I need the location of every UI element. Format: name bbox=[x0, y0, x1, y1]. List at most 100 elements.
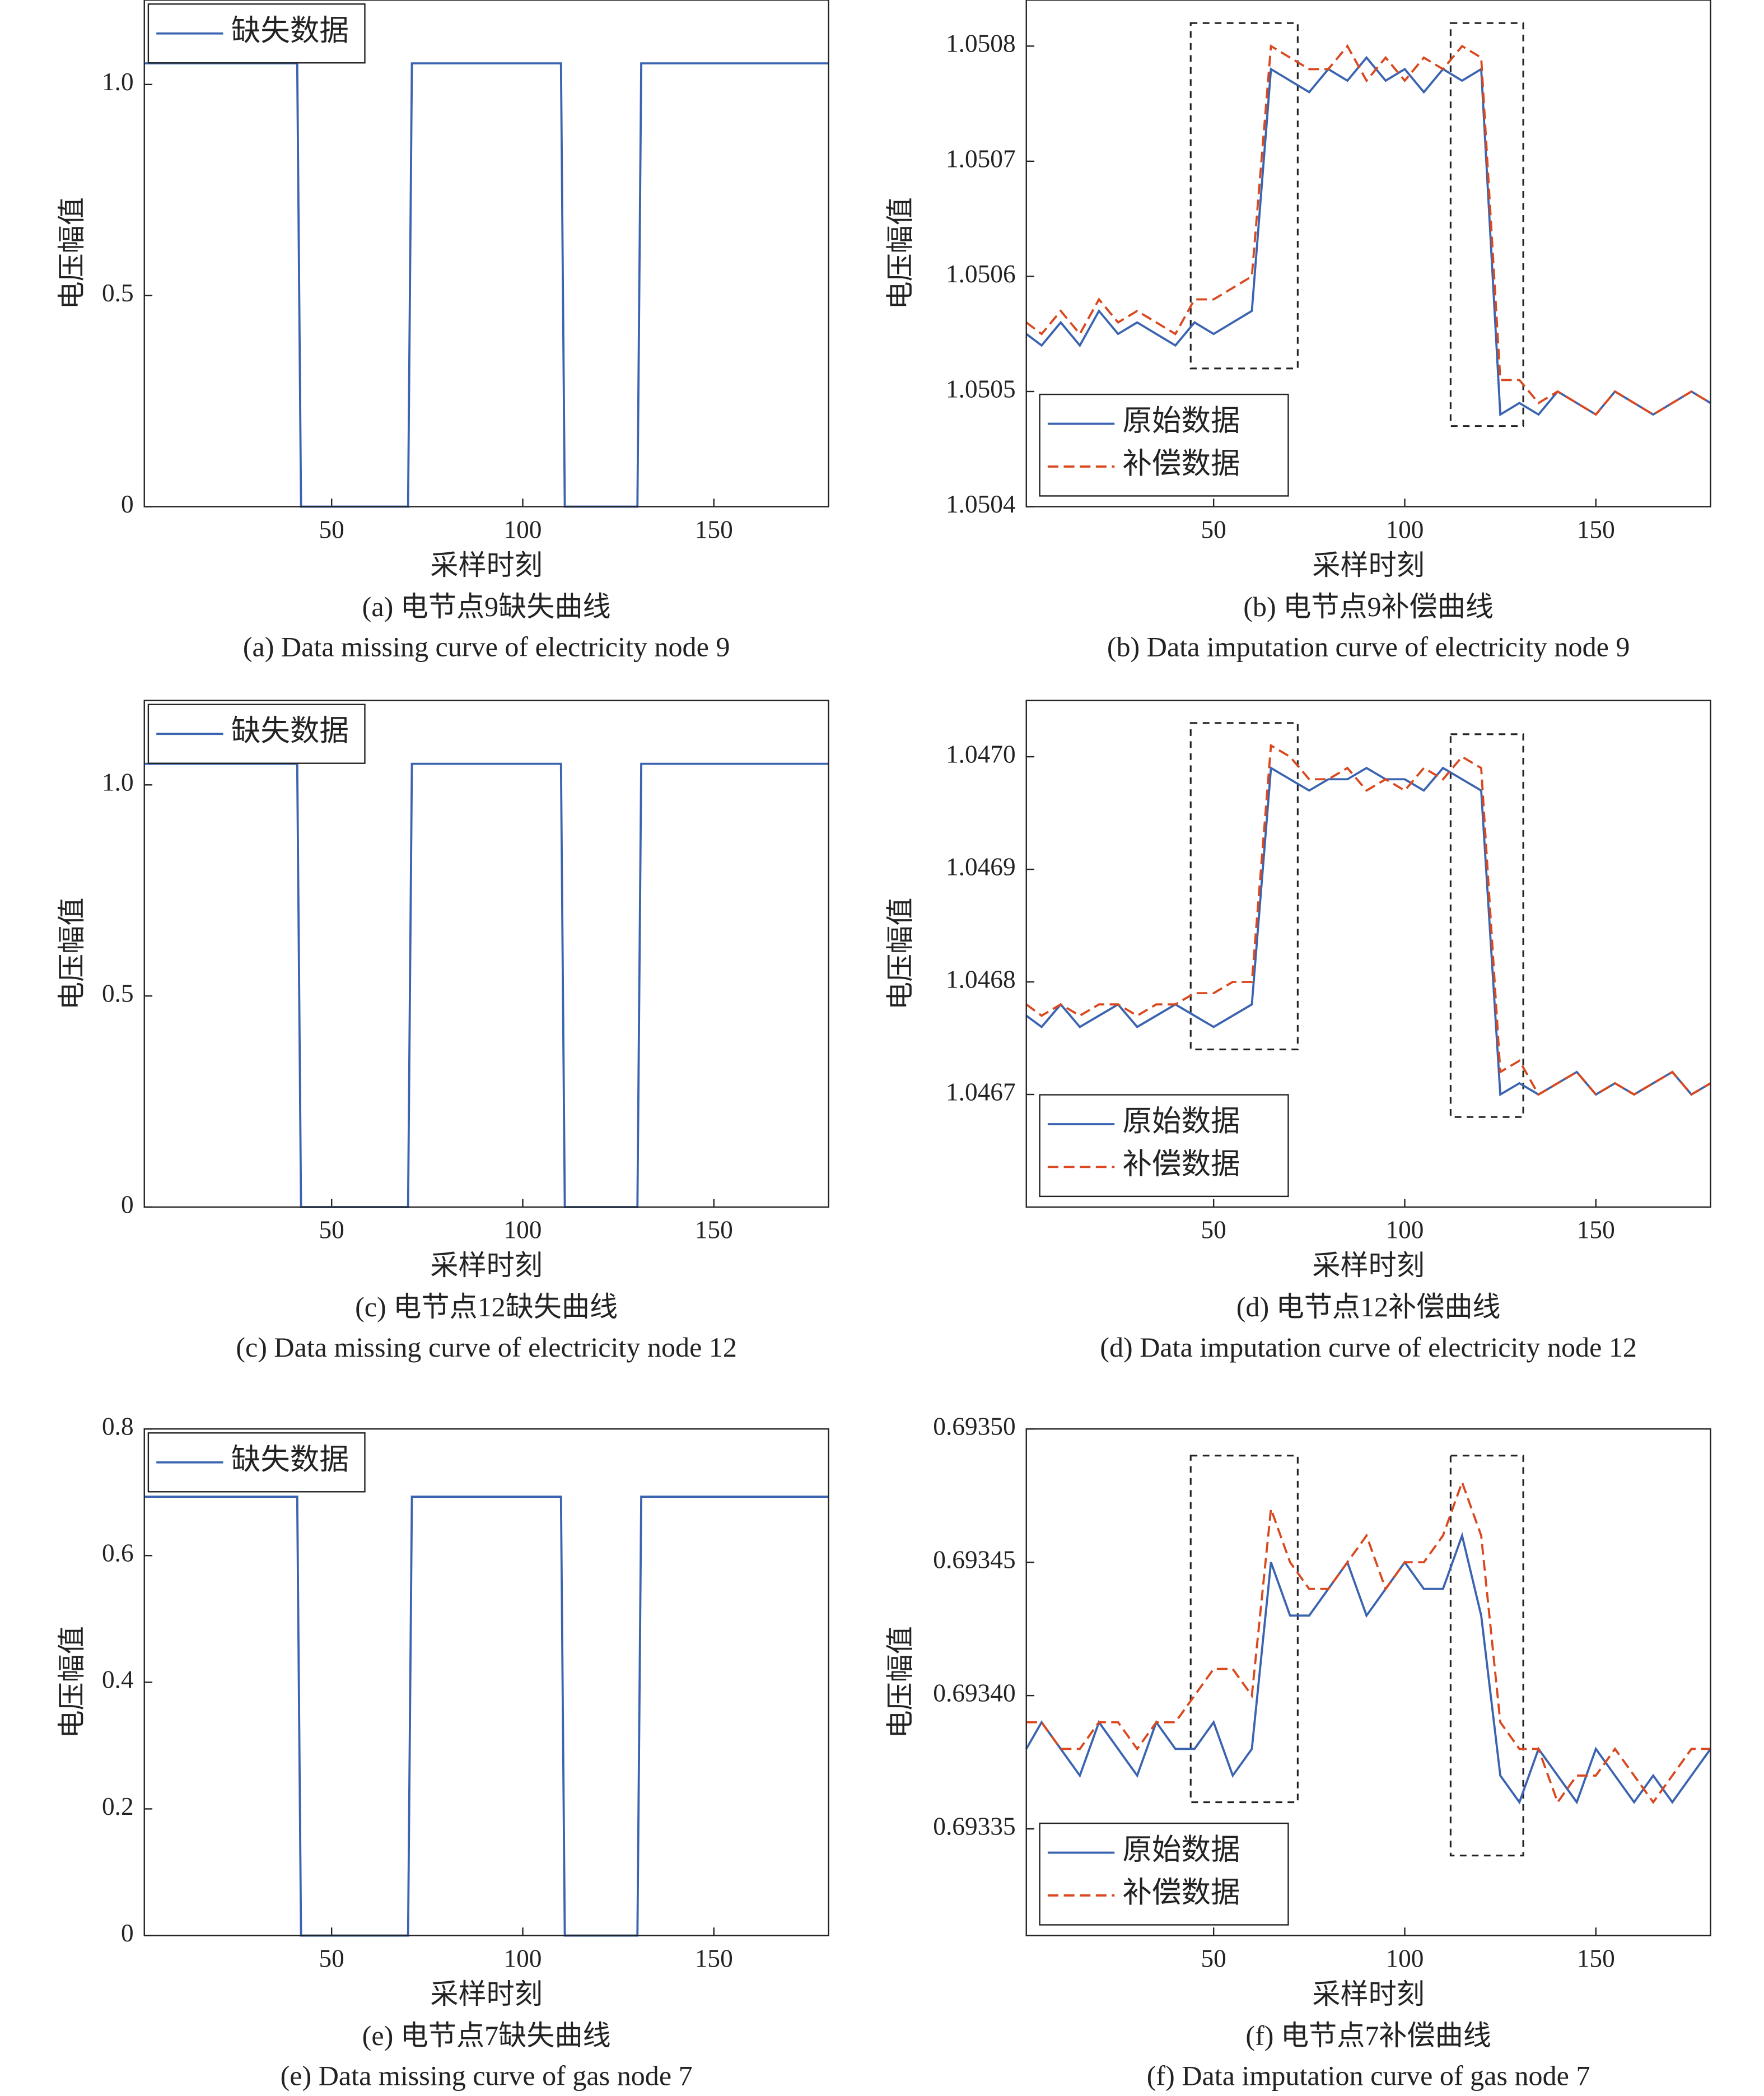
x-tick-label: 150 bbox=[695, 1944, 733, 1972]
x-tick-label: 50 bbox=[319, 1944, 344, 1972]
y-tick-label: 0.5 bbox=[102, 279, 134, 307]
y-tick-label: 1.0 bbox=[102, 68, 134, 96]
y-axis-label: 电压幅值 bbox=[56, 1626, 87, 1738]
y-tick-label: 0.2 bbox=[102, 1792, 134, 1820]
x-tick-label: 100 bbox=[503, 1216, 542, 1244]
legend-label: 缺失数据 bbox=[231, 715, 349, 747]
y-tick-label: 0.4 bbox=[102, 1666, 134, 1694]
x-tick-label: 150 bbox=[695, 515, 733, 543]
y-tick-label: 0.69350 bbox=[933, 1413, 1015, 1441]
legend-label: 原始数据 bbox=[1123, 1105, 1240, 1138]
y-tick-label: 0.6 bbox=[102, 1539, 134, 1567]
series-line bbox=[144, 62, 829, 508]
legend-box bbox=[1039, 1094, 1289, 1198]
x-tick-label: 50 bbox=[319, 1216, 344, 1244]
plot-area bbox=[144, 1429, 829, 1936]
y-axis-label: 电压幅值 bbox=[56, 898, 87, 1010]
series-line bbox=[144, 762, 829, 1208]
legend-label: 缺失数据 bbox=[231, 15, 349, 47]
x-tick-label: 100 bbox=[503, 1944, 542, 1972]
x-tick-label: 150 bbox=[1577, 515, 1615, 543]
x-tick-label: 50 bbox=[319, 515, 344, 543]
highlight-region bbox=[1449, 733, 1524, 1118]
caption: (a) 电节点9缺失曲线 bbox=[362, 591, 611, 622]
plot-frame bbox=[1025, 700, 1711, 1208]
caption-en: (a) Data missing curve of electricity no… bbox=[243, 631, 730, 662]
series-line bbox=[1026, 1479, 1711, 1805]
highlight-region bbox=[1189, 722, 1299, 1051]
x-tick-label: 50 bbox=[1201, 515, 1226, 543]
x-tick-label: 100 bbox=[1385, 1944, 1424, 1972]
y-tick-label: 1.0504 bbox=[946, 490, 1016, 518]
y-tick-label: 0.69335 bbox=[933, 1813, 1015, 1841]
legend-label: 缺失数据 bbox=[231, 1443, 349, 1476]
y-axis-label: 电压幅值 bbox=[885, 898, 916, 1010]
x-tick-label: 150 bbox=[1577, 1944, 1615, 1972]
x-axis-label: 采样时刻 bbox=[430, 1250, 542, 1281]
y-axis-label: 电压幅值 bbox=[56, 197, 87, 309]
x-tick-label: 100 bbox=[503, 515, 542, 543]
y-tick-label: 1.0505 bbox=[946, 375, 1016, 403]
caption-en: (d) Data imputation curve of electricity… bbox=[1100, 1331, 1637, 1363]
caption: (e) 电节点7缺失曲线 bbox=[362, 2020, 611, 2051]
y-tick-label: 0.69345 bbox=[933, 1546, 1015, 1574]
y-tick-label: 1.0506 bbox=[946, 260, 1016, 288]
legend-label: 补偿数据 bbox=[1123, 1876, 1240, 1909]
caption: (d) 电节点12补偿曲线 bbox=[1236, 1291, 1501, 1322]
caption-en: (b) Data imputation curve of electricity… bbox=[1107, 631, 1630, 662]
x-axis-label: 采样时刻 bbox=[1312, 549, 1424, 581]
plot-frame bbox=[1025, 1428, 1711, 1936]
x-tick-label: 50 bbox=[1201, 1216, 1226, 1244]
caption-en: (e) Data missing curve of gas node 7 bbox=[281, 2060, 693, 2091]
x-tick-label: 150 bbox=[695, 1216, 733, 1244]
y-tick-label: 0.69340 bbox=[933, 1679, 1015, 1707]
legend-label: 原始数据 bbox=[1123, 405, 1240, 437]
y-tick-label: 1.0507 bbox=[946, 145, 1016, 173]
legend-label: 补偿数据 bbox=[1123, 448, 1240, 480]
caption: (c) 电节点12缺失曲线 bbox=[355, 1291, 618, 1322]
caption: (f) 电节点7补偿曲线 bbox=[1245, 2020, 1491, 2051]
series-line bbox=[1025, 1531, 1712, 1805]
series-line bbox=[144, 1496, 829, 1937]
y-tick-label: 1.0468 bbox=[946, 965, 1016, 993]
y-tick-label: 0.8 bbox=[102, 1413, 134, 1441]
y-tick-label: 1.0469 bbox=[946, 853, 1016, 881]
y-tick-label: 0 bbox=[121, 1919, 134, 1947]
series-line bbox=[1025, 766, 1711, 1097]
legend-label: 原始数据 bbox=[1123, 1834, 1240, 1866]
highlight-region bbox=[1449, 1455, 1524, 1857]
plot-frame bbox=[143, 700, 829, 1208]
y-tick-label: 0 bbox=[121, 1190, 134, 1218]
y-tick-label: 0.5 bbox=[102, 980, 134, 1008]
x-axis-label: 采样时刻 bbox=[1312, 1250, 1424, 1281]
highlight-region bbox=[1449, 22, 1524, 427]
highlight-region bbox=[1189, 22, 1299, 370]
y-axis-label: 电压幅值 bbox=[885, 197, 916, 309]
series-line bbox=[1025, 743, 1711, 1096]
y-tick-label: 0 bbox=[121, 490, 134, 518]
legend-box bbox=[1039, 393, 1289, 497]
y-tick-label: 1.0467 bbox=[946, 1078, 1016, 1106]
x-tick-label: 50 bbox=[1201, 1944, 1226, 1972]
series-line bbox=[1025, 44, 1711, 416]
y-tick-label: 1.0470 bbox=[946, 740, 1016, 768]
x-tick-label: 100 bbox=[1385, 515, 1424, 543]
caption-en: (f) Data imputation curve of gas node 7 bbox=[1147, 2060, 1590, 2091]
legend-label: 补偿数据 bbox=[1123, 1148, 1240, 1180]
y-axis-label: 电压幅值 bbox=[885, 1626, 916, 1738]
caption: (b) 电节点9补偿曲线 bbox=[1243, 591, 1494, 622]
y-tick-label: 1.0 bbox=[102, 768, 134, 797]
x-tick-label: 100 bbox=[1385, 1216, 1424, 1244]
y-tick-label: 1.0508 bbox=[946, 30, 1016, 58]
legend-box bbox=[1039, 1822, 1289, 1926]
plot-frame bbox=[143, 1428, 829, 1936]
x-axis-label: 采样时刻 bbox=[430, 549, 542, 581]
x-axis-label: 采样时刻 bbox=[1312, 1978, 1424, 2010]
plot-frame bbox=[1025, 0, 1711, 507]
highlight-region bbox=[1189, 1455, 1299, 1804]
x-tick-label: 150 bbox=[1577, 1216, 1615, 1244]
x-axis-label: 采样时刻 bbox=[430, 1978, 542, 2010]
plot-area bbox=[144, 700, 829, 1207]
